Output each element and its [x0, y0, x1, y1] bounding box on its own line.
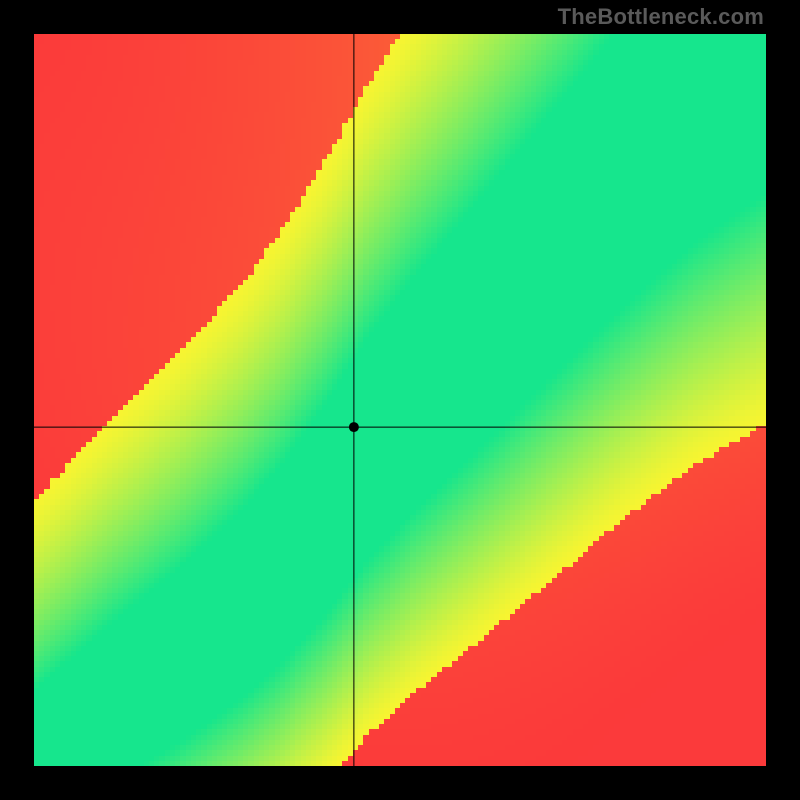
heatmap-plot [34, 34, 766, 766]
heatmap-canvas [34, 34, 766, 766]
chart-frame: TheBottleneck.com [0, 0, 800, 800]
watermark-text: TheBottleneck.com [558, 4, 764, 30]
